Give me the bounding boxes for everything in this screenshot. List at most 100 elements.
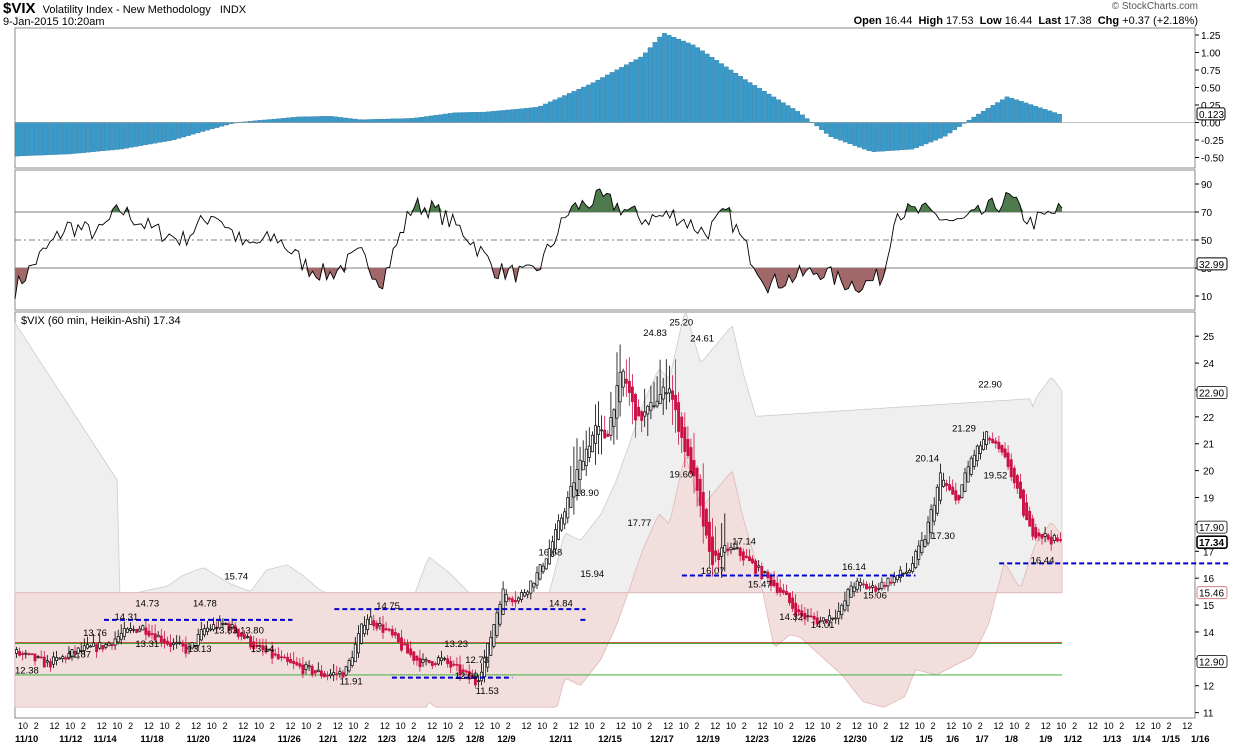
candle-body <box>415 655 419 661</box>
candle-body <box>757 565 761 568</box>
hist-bar <box>604 74 610 123</box>
candle-body <box>1015 475 1019 489</box>
candle-body <box>544 558 548 570</box>
candle-body <box>461 669 465 673</box>
hist-bar <box>447 113 453 123</box>
candle-body <box>600 429 604 432</box>
stat-value-last: 17.38 <box>1064 15 1092 27</box>
hist-bar <box>776 99 781 123</box>
candle-body <box>332 672 336 676</box>
x-date-label: 12/4 <box>407 734 426 745</box>
candle-body <box>495 612 499 636</box>
candle-body <box>279 656 283 659</box>
candle-body <box>489 636 493 656</box>
hist-bar <box>657 36 662 123</box>
stat-label-chg: Chg <box>1097 15 1120 27</box>
x-date-label: 12/11 <box>549 734 573 745</box>
x-hour-label: 2 <box>270 721 275 731</box>
candle-body <box>797 609 801 613</box>
candle-body <box>1040 534 1044 539</box>
price-tick-label-11: 14 <box>1203 628 1215 639</box>
candle-body <box>729 546 733 551</box>
price-tick-label-13: 12 <box>1203 682 1215 693</box>
hist-bar <box>819 122 824 130</box>
x-hour-label: 12 <box>1182 721 1192 731</box>
hist-bar <box>367 119 372 123</box>
candle-body <box>587 445 591 458</box>
hist-bar <box>162 122 168 142</box>
candle-body <box>477 680 480 683</box>
x-date-label: 11/14 <box>93 734 117 745</box>
candle-body <box>560 517 564 531</box>
stat-value-open: 16.44 <box>884 15 913 27</box>
hist-bar <box>1057 113 1062 123</box>
x-date-label: 12/9 <box>497 734 516 745</box>
candle-body <box>498 604 502 625</box>
hist-bar <box>952 122 958 130</box>
candle-body <box>714 550 718 556</box>
candle-body <box>326 674 330 677</box>
hist-bar <box>219 122 225 127</box>
hist-bar <box>747 82 753 123</box>
hist-bar <box>700 50 705 123</box>
hist-bar <box>995 102 1000 123</box>
hist-bar <box>581 86 586 123</box>
candle-body <box>73 652 77 655</box>
hist-bar <box>752 85 758 123</box>
hist-bar <box>409 118 415 123</box>
candle-body <box>532 582 536 588</box>
candle-body <box>781 589 785 594</box>
rsi-line <box>14 188 1063 299</box>
candle-body <box>273 653 277 656</box>
price-tick-label-9: 16 <box>1203 574 1215 585</box>
candle-body <box>911 563 915 572</box>
hist-bar <box>186 122 191 136</box>
price-label: 14.01 <box>811 620 835 631</box>
hist-bar <box>214 122 220 128</box>
price-right-label-1: 17.90 <box>1199 523 1224 534</box>
hist-bar <box>938 122 943 139</box>
hist-bar <box>1038 107 1043 123</box>
candle-body <box>557 520 560 540</box>
candle-body <box>138 628 142 632</box>
candle-body <box>1025 502 1029 521</box>
x-hour-label: 12 <box>899 721 909 731</box>
candle-body <box>892 576 896 584</box>
price-label: 14.78 <box>193 599 217 610</box>
candle-body <box>227 623 231 631</box>
candle-body <box>914 550 918 568</box>
hist-bar <box>647 47 653 123</box>
candle-body <box>30 653 34 655</box>
x-date-label: 12/1 <box>319 734 338 745</box>
x-hour-label: 10 <box>443 721 453 731</box>
candle-body <box>190 642 194 649</box>
candle-body <box>58 657 62 660</box>
hist-bar <box>62 122 68 155</box>
hist-bar <box>762 90 767 123</box>
x-hour-label: 10 <box>490 721 500 731</box>
price-right-box-2 <box>1196 535 1228 549</box>
hist-bar <box>95 122 101 152</box>
candle-body <box>360 623 363 644</box>
candle-body <box>858 582 862 586</box>
candle-body <box>162 638 166 644</box>
candle-body <box>242 634 246 639</box>
hist-bar <box>371 119 377 123</box>
x-hour-label: 12 <box>710 721 720 731</box>
x-hour-label: 12 <box>663 721 673 731</box>
candle-body <box>991 438 995 444</box>
hist-bar <box>257 120 263 123</box>
hist-bar <box>205 122 210 131</box>
candle-body <box>526 591 530 595</box>
candle-body <box>375 622 379 629</box>
price-label: 12.73 <box>465 655 489 666</box>
x-hour-label: 10 <box>396 721 406 731</box>
candle-body <box>834 617 838 620</box>
candle-body <box>547 548 551 565</box>
x-date-label: 12/17 <box>650 734 674 745</box>
hist-bar <box>909 122 915 150</box>
candle-body <box>292 660 296 665</box>
candle-body <box>788 592 791 604</box>
momentum-histogram-panel: 1.25 1.00 0.75 0.50 0.25 0.00 -0.25 -0.50 0.123 <box>14 27 1226 169</box>
